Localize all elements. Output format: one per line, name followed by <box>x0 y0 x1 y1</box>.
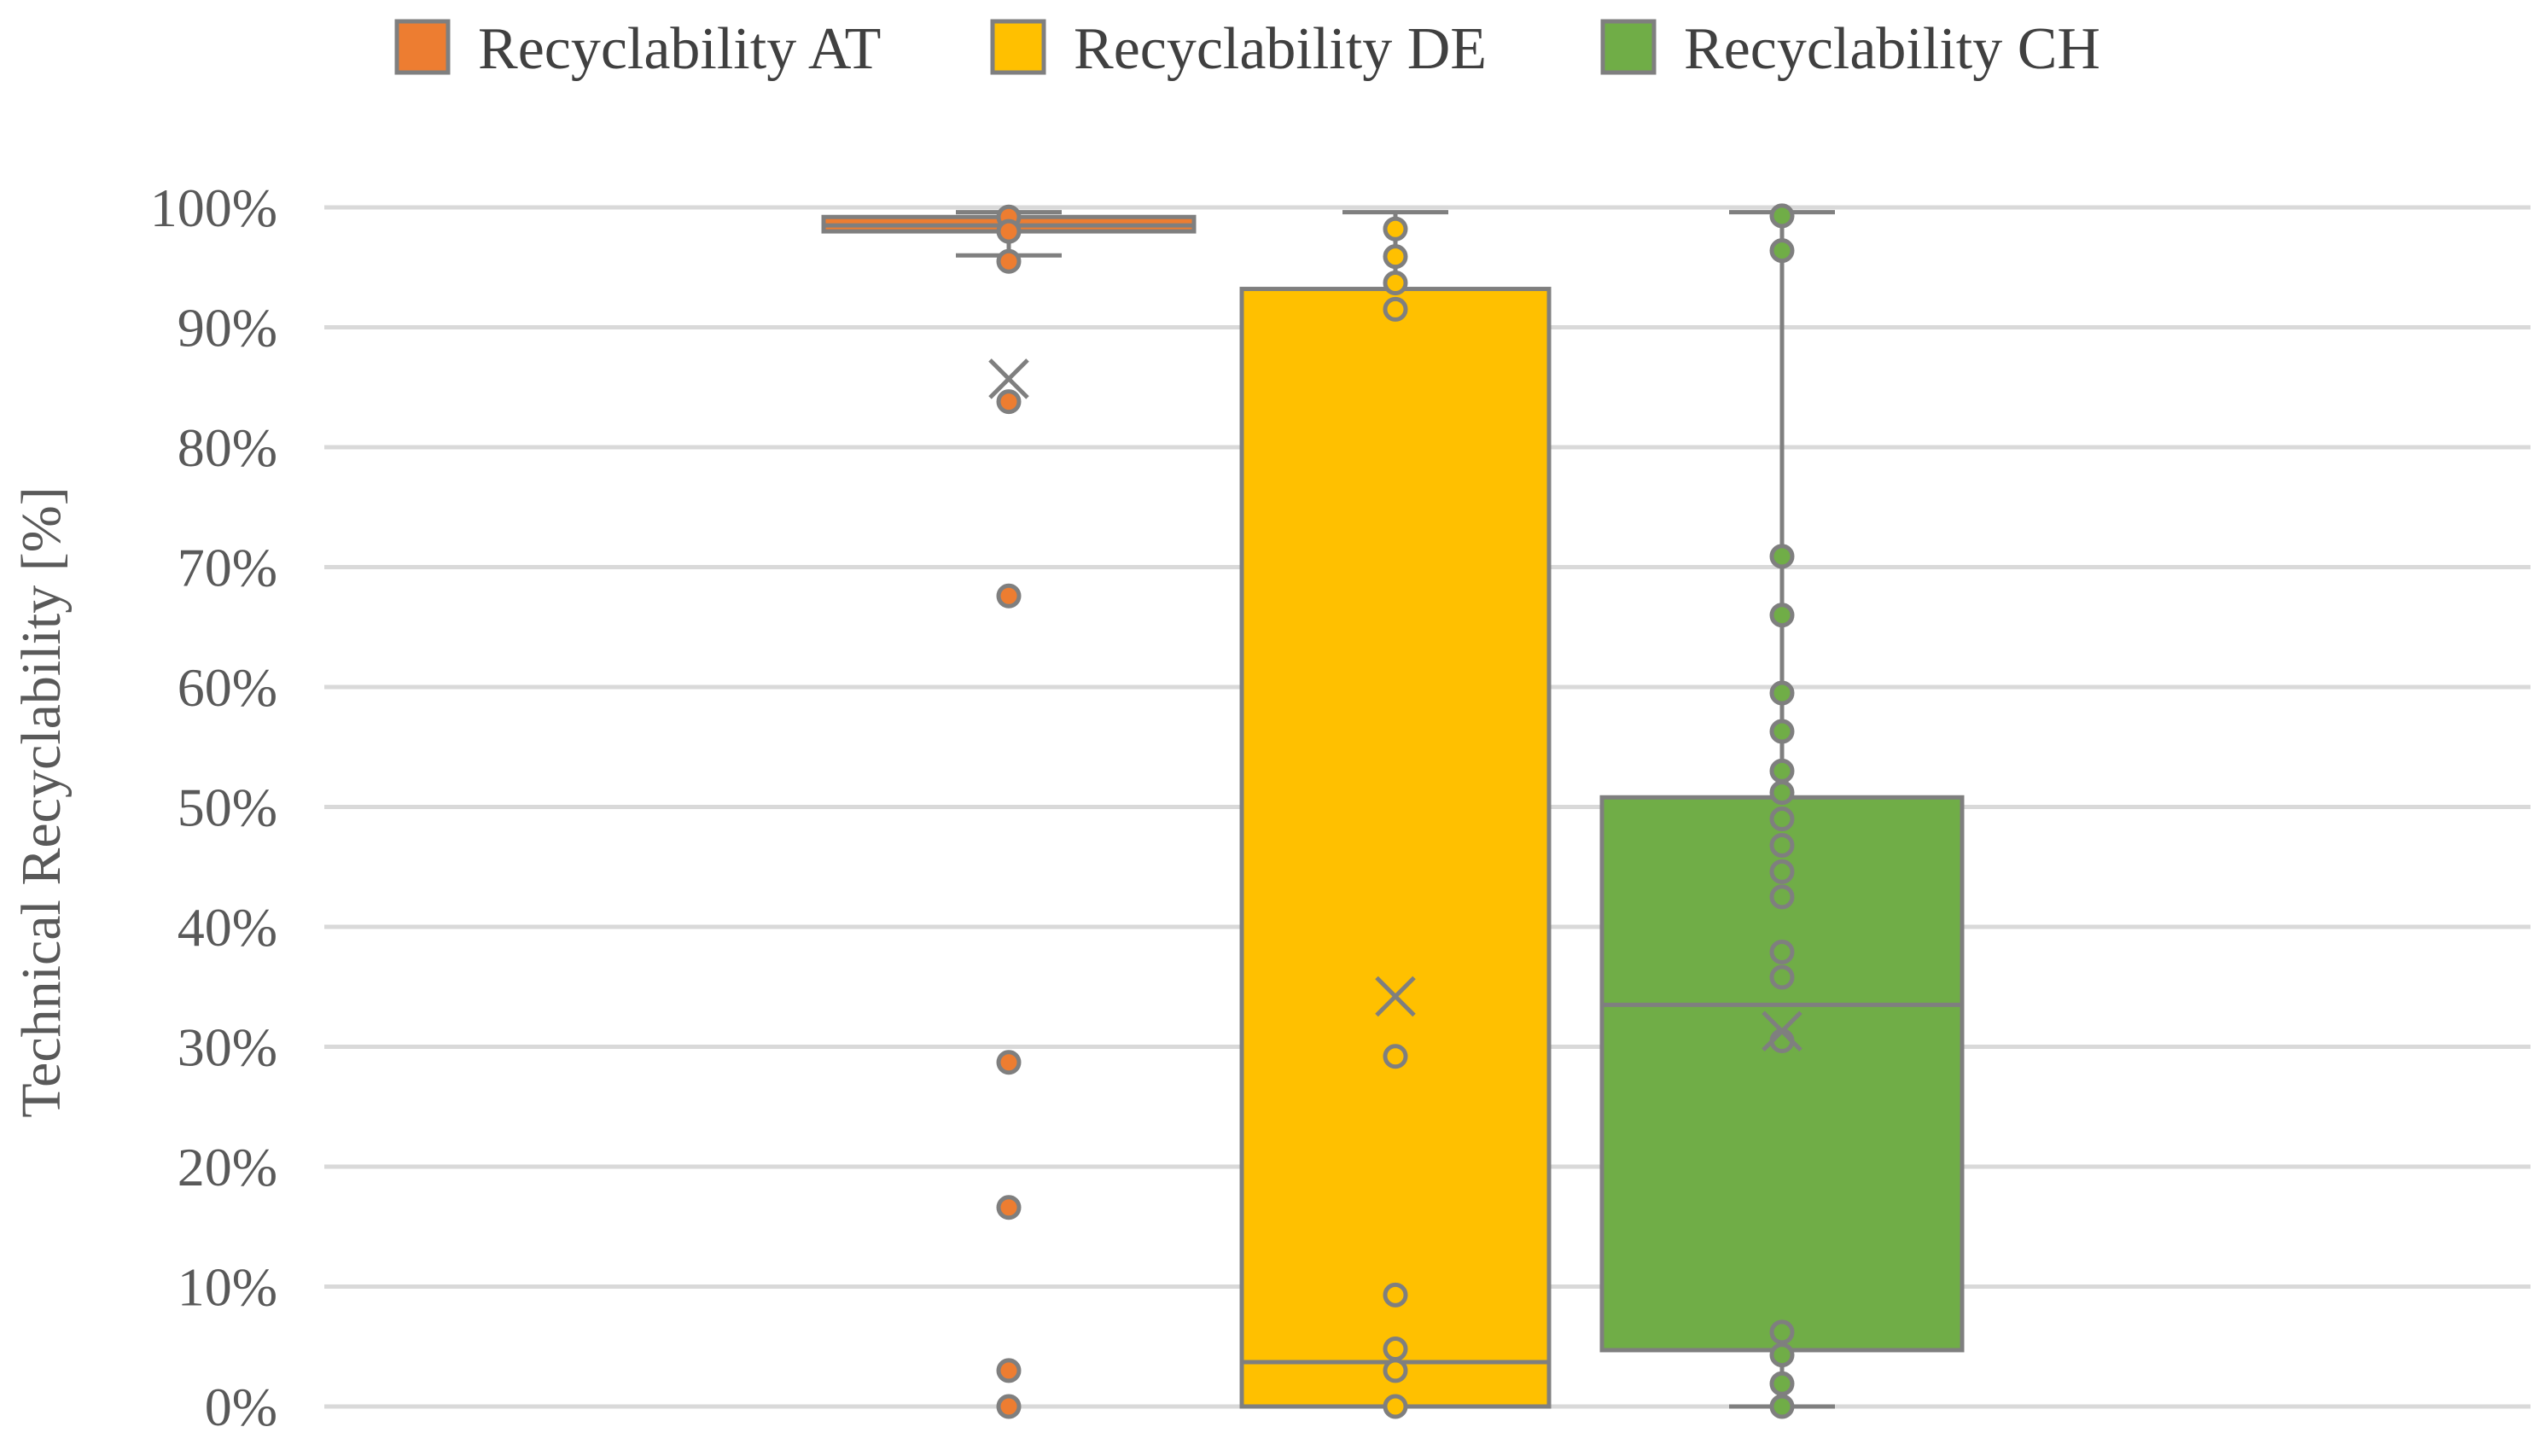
mean-marker <box>1375 976 1416 1017</box>
legend-item-3: Recyclability CH <box>1600 16 2100 82</box>
data-point <box>1383 296 1408 322</box>
data-point <box>996 248 1022 274</box>
legend-item-2: Recyclability DE <box>990 16 1487 82</box>
data-point <box>1769 203 1795 229</box>
data-point <box>1769 238 1795 264</box>
data-point <box>1769 719 1795 744</box>
data-point <box>1769 780 1795 806</box>
data-point <box>1769 859 1795 884</box>
y-tick-label: 20% <box>178 1137 277 1197</box>
y-tick-label: 0% <box>205 1377 277 1437</box>
data-point <box>1769 1319 1795 1345</box>
y-tick-label: 40% <box>178 897 277 958</box>
y-tick-label: 10% <box>178 1257 277 1318</box>
y-tick-label: 70% <box>178 538 277 598</box>
data-point <box>996 1358 1022 1383</box>
data-point <box>996 218 1022 244</box>
y-tick-label: 50% <box>178 778 277 838</box>
series-3 <box>1599 203 1965 1419</box>
data-point <box>1769 544 1795 569</box>
y-tick-label: 100% <box>150 178 277 238</box>
data-point <box>1383 1394 1408 1419</box>
data-point <box>1769 1394 1795 1419</box>
data-point <box>1383 1044 1408 1069</box>
legend-label: Recyclability CH <box>1684 16 2100 82</box>
data-point <box>1383 244 1408 270</box>
data-point <box>1383 216 1408 242</box>
data-point <box>1769 680 1795 706</box>
series-2 <box>1239 210 1552 1419</box>
mean-marker <box>988 358 1029 399</box>
box-series <box>821 203 1965 1419</box>
data-point <box>1769 807 1795 832</box>
box <box>1239 287 1552 1409</box>
legend-item-1: Recyclability AT <box>394 16 881 82</box>
data-point <box>996 1195 1022 1220</box>
y-tick-label: 30% <box>178 1017 277 1078</box>
y-tick-label: 90% <box>178 298 277 358</box>
data-point <box>1769 758 1795 783</box>
data-point <box>996 1050 1022 1075</box>
data-point <box>1769 1371 1795 1396</box>
data-point <box>1769 832 1795 858</box>
data-point <box>1383 1282 1408 1307</box>
data-point <box>996 389 1022 415</box>
legend-swatch <box>990 19 1046 75</box>
data-point <box>1383 1337 1408 1362</box>
y-axis-title: Technical Recyclability [%] <box>10 486 73 1117</box>
data-point <box>1383 1358 1408 1383</box>
legend: Recyclability AT Recyclability DE Recyclab… <box>394 16 2100 82</box>
data-point <box>1769 1342 1795 1368</box>
mean-marker <box>1762 1010 1802 1051</box>
y-tick-label: 60% <box>178 657 277 718</box>
series-1 <box>821 204 1197 1419</box>
data-point <box>1769 884 1795 910</box>
data-point <box>996 1394 1022 1419</box>
data-point <box>1769 940 1795 965</box>
data-point <box>1769 603 1795 628</box>
legend-label: Recyclability AT <box>478 16 881 82</box>
data-point <box>996 583 1022 609</box>
data-point <box>1383 271 1408 296</box>
legend-swatch <box>394 19 451 75</box>
legend-swatch <box>1600 19 1657 75</box>
y-axis-tick-labels: 0% 10% 20% 30% 40% 50% 60% 70% 80% 90% 100% <box>150 178 277 1437</box>
y-tick-label: 80% <box>178 417 277 478</box>
legend-label: Recyclability DE <box>1074 16 1487 82</box>
data-point <box>1769 964 1795 990</box>
